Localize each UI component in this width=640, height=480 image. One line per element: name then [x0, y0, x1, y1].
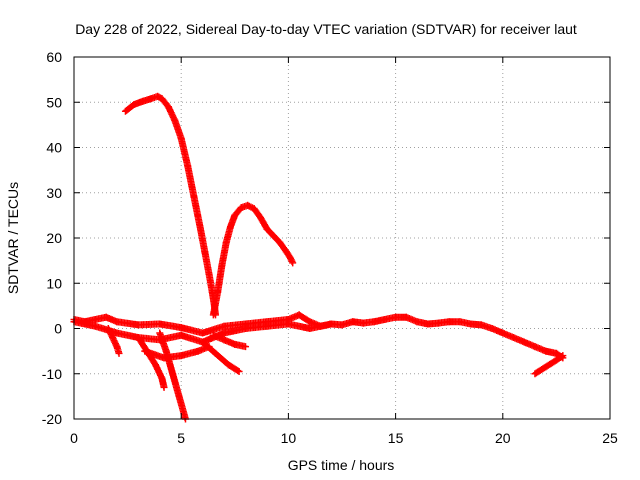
x-axis-label: GPS time / hours	[288, 457, 395, 473]
series-branch-3	[209, 331, 250, 351]
y-tick-label: -10	[42, 366, 62, 382]
y-tick-label: 10	[46, 275, 62, 291]
x-tick-label: 15	[388, 430, 404, 446]
x-tick-label: 25	[602, 430, 618, 446]
x-tick-label: 5	[177, 430, 185, 446]
series-arc-high	[121, 92, 220, 319]
y-tick-label: 30	[46, 185, 62, 201]
grid-layer	[74, 57, 610, 419]
x-tick-label: 0	[70, 430, 78, 446]
y-tick-label: 0	[54, 321, 62, 337]
data-point	[115, 349, 123, 357]
series-tail-end	[531, 352, 567, 378]
series-band-main	[70, 311, 567, 362]
x-tick-label: 10	[281, 430, 297, 446]
data-point	[234, 367, 242, 375]
series-tail-2	[104, 325, 123, 357]
y-tick-label: 50	[46, 94, 62, 110]
series-branch-2	[199, 338, 243, 375]
series-drop-2	[156, 329, 189, 423]
data-point	[558, 353, 566, 361]
data-layer	[70, 92, 567, 423]
y-tick-label: 40	[46, 140, 62, 156]
y-tick-label: 20	[46, 230, 62, 246]
data-point	[327, 320, 335, 328]
y-tick-label: 60	[46, 49, 62, 65]
data-point	[235, 367, 243, 375]
x-tick-label: 20	[495, 430, 511, 446]
chart-title: Day 228 of 2022, Sidereal Day-to-day VTE…	[75, 21, 577, 37]
series-arc-mid	[209, 201, 297, 319]
data-point	[160, 383, 168, 391]
y-axis-label: SDTVAR / TECUs	[5, 182, 21, 294]
y-tick-label: -20	[42, 411, 62, 427]
data-point	[559, 352, 567, 360]
data-point	[289, 259, 297, 267]
data-point	[242, 343, 250, 351]
tick-layer: 0 5 10 15 20 25 -20 -10 0 10 20 30 40 50 60	[42, 49, 618, 446]
